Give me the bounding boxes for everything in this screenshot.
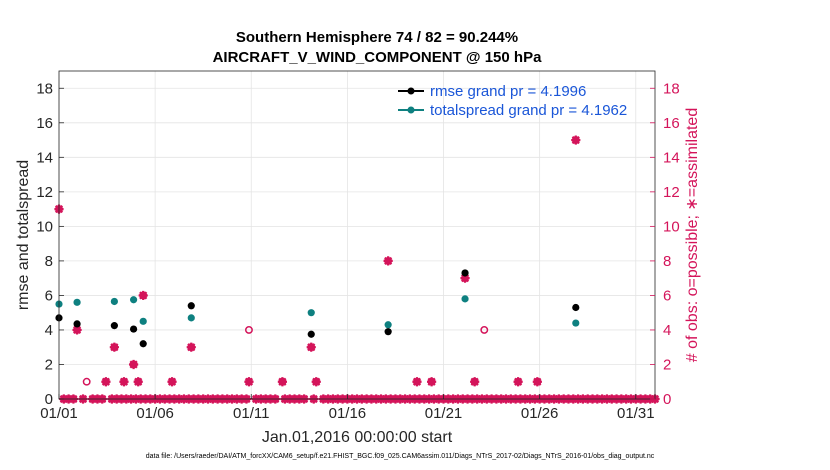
y-tick-label-left: 4	[45, 322, 53, 339]
x-tick-label: 01/01	[40, 405, 78, 422]
y-tick-label-right: 16	[663, 115, 680, 132]
y-tick-label-right: 14	[663, 149, 680, 166]
obs-assimilated-marker	[72, 325, 82, 335]
obs-assimilated-marker	[138, 290, 148, 301]
obs-assimilated-marker	[306, 342, 316, 352]
rmse-marker	[384, 328, 392, 336]
data-file-footer: data file: /Users/raeder/DAI/ATM_forcXX/…	[146, 453, 655, 460]
plot-area	[59, 71, 655, 399]
obs-assimilated-marker	[109, 342, 119, 352]
obs-assimilated-marker	[460, 273, 470, 283]
obs-possible-marker	[82, 377, 91, 386]
x-axis-label: Jan.01,2016 00:00:00 start	[262, 429, 453, 446]
y-tick-label-right: 0	[663, 391, 671, 408]
obs-assimilated-marker	[133, 377, 143, 387]
y-tick-label-left: 8	[45, 253, 53, 270]
rmse-marker	[461, 269, 469, 277]
y-tick-label-left: 6	[45, 287, 53, 304]
y-axis-left-label: rmse and totalspread	[15, 160, 32, 310]
rmse-marker	[572, 303, 580, 312]
obs-assimilated-marker	[128, 359, 139, 370]
rmse-marker	[110, 322, 118, 330]
y-tick-label-right: 2	[663, 356, 671, 373]
legend-rmse-marker	[407, 87, 415, 95]
y-tick-label-left: 0	[45, 391, 53, 408]
obs-assimilated-marker	[383, 256, 393, 266]
x-tick-label: 01/11	[233, 405, 269, 422]
plot-frame	[58, 70, 656, 400]
obs-assimilated-marker	[186, 342, 196, 352]
y-tick-label-right: 8	[663, 253, 671, 270]
totalspread-marker	[572, 319, 580, 327]
obs-assimilated-marker	[167, 377, 177, 387]
obs-possible-marker	[245, 325, 253, 334]
y-axis-right: 0 2 4 6 8 10 12 14 16 18	[650, 80, 680, 408]
obs-assimilated-marker	[532, 377, 542, 387]
rmse-marker	[129, 325, 138, 333]
totalspread-marker	[384, 321, 392, 329]
x-axis: 01/01 01/06 01/11 01/16 01/21 01/26 01/31	[40, 394, 655, 422]
obs-assimilated-marker	[513, 377, 523, 387]
totalspread-marker	[187, 314, 195, 322]
x-tick-label: 01/26	[521, 405, 559, 422]
obs-assimilated-marker	[244, 377, 254, 387]
rmse-marker	[187, 302, 195, 310]
y-tick-label-left: 14	[36, 149, 53, 166]
rmse-marker	[73, 320, 81, 328]
chart-title-line2: AIRCRAFT_V_WIND_COMPONENT @ 150 hPa	[213, 49, 543, 66]
chart-title-line1: Southern Hemisphere 74 / 82 = 90.244%	[236, 29, 518, 46]
obs-assimilated-marker	[311, 377, 321, 387]
obs-assimilated-marker	[412, 377, 422, 387]
totalspread-marker	[110, 297, 118, 306]
y-tick-label-left: 12	[36, 184, 53, 201]
y-tick-label-right: 10	[663, 218, 680, 235]
y-axis-right-label: # of obs: o=possible; ∗=assimilated	[684, 108, 701, 362]
y-axis-left: 0 2 4 6 8 10 12 14 16 18	[36, 80, 64, 408]
y-tick-label-left: 16	[36, 115, 53, 132]
rmse-marker	[307, 330, 315, 338]
totalspread-marker	[73, 298, 81, 306]
y-tick-label-left: 2	[45, 356, 53, 373]
totalspread-marker	[461, 295, 469, 303]
totalspread-marker	[139, 317, 147, 325]
obs-assimilated-marker	[470, 377, 480, 387]
y-tick-label-left: 10	[36, 218, 53, 235]
y-tick-label-right: 12	[663, 184, 680, 201]
x-tick-label: 01/21	[425, 405, 463, 422]
y-tick-label-right: 4	[663, 322, 671, 339]
obs-possible-marker	[480, 325, 489, 334]
legend-spread-label: totalspread grand pr = 4.1962	[430, 102, 627, 119]
x-tick-label: 01/06	[136, 405, 174, 422]
obs-assimilated-marker	[571, 135, 581, 145]
totalspread-marker	[129, 296, 138, 304]
obs-assimilated-marker	[101, 377, 111, 387]
legend: rmse grand pr = 4.1996 totalspread grand…	[398, 83, 627, 119]
x-tick-label: 01/16	[329, 405, 367, 422]
y-tick-label-left: 18	[36, 80, 53, 97]
rmse-marker	[139, 340, 147, 348]
obs-assimilated-marker	[119, 377, 129, 387]
x-tick-label: 01/31	[617, 405, 655, 422]
obs-assimilated-marker	[426, 377, 437, 387]
legend-spread-marker	[407, 106, 415, 114]
totalspread-marker	[307, 309, 315, 317]
legend-rmse-label: rmse grand pr = 4.1996	[430, 83, 586, 100]
y-tick-label-right: 6	[663, 287, 671, 304]
obs-assimilated-marker	[277, 377, 288, 387]
y-tick-label-right: 18	[663, 80, 680, 97]
